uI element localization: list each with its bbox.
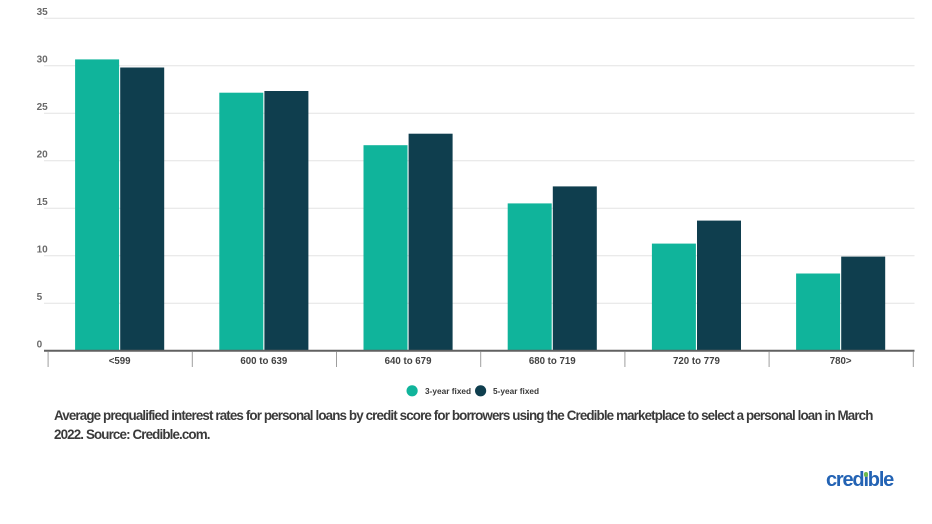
svg-text:20: 20: [37, 150, 49, 161]
svg-text:5-year fixed: 5-year fixed: [493, 386, 539, 396]
svg-text:15: 15: [37, 197, 49, 208]
svg-text:780>: 780>: [830, 356, 852, 367]
svg-text:680 to 719: 680 to 719: [529, 356, 576, 367]
svg-text:600 to 639: 600 to 639: [240, 356, 287, 367]
svg-text:10: 10: [37, 245, 49, 256]
svg-text:35: 35: [37, 7, 49, 18]
svg-text:<599: <599: [109, 356, 131, 367]
svg-text:720 to 779: 720 to 779: [673, 356, 720, 367]
svg-text:25: 25: [37, 102, 49, 113]
svg-text:640 to 679: 640 to 679: [385, 356, 432, 367]
svg-text:5: 5: [37, 292, 43, 303]
svg-text:0: 0: [37, 340, 43, 351]
svg-text:30: 30: [37, 55, 49, 66]
svg-text:3-year fixed: 3-year fixed: [425, 386, 471, 396]
